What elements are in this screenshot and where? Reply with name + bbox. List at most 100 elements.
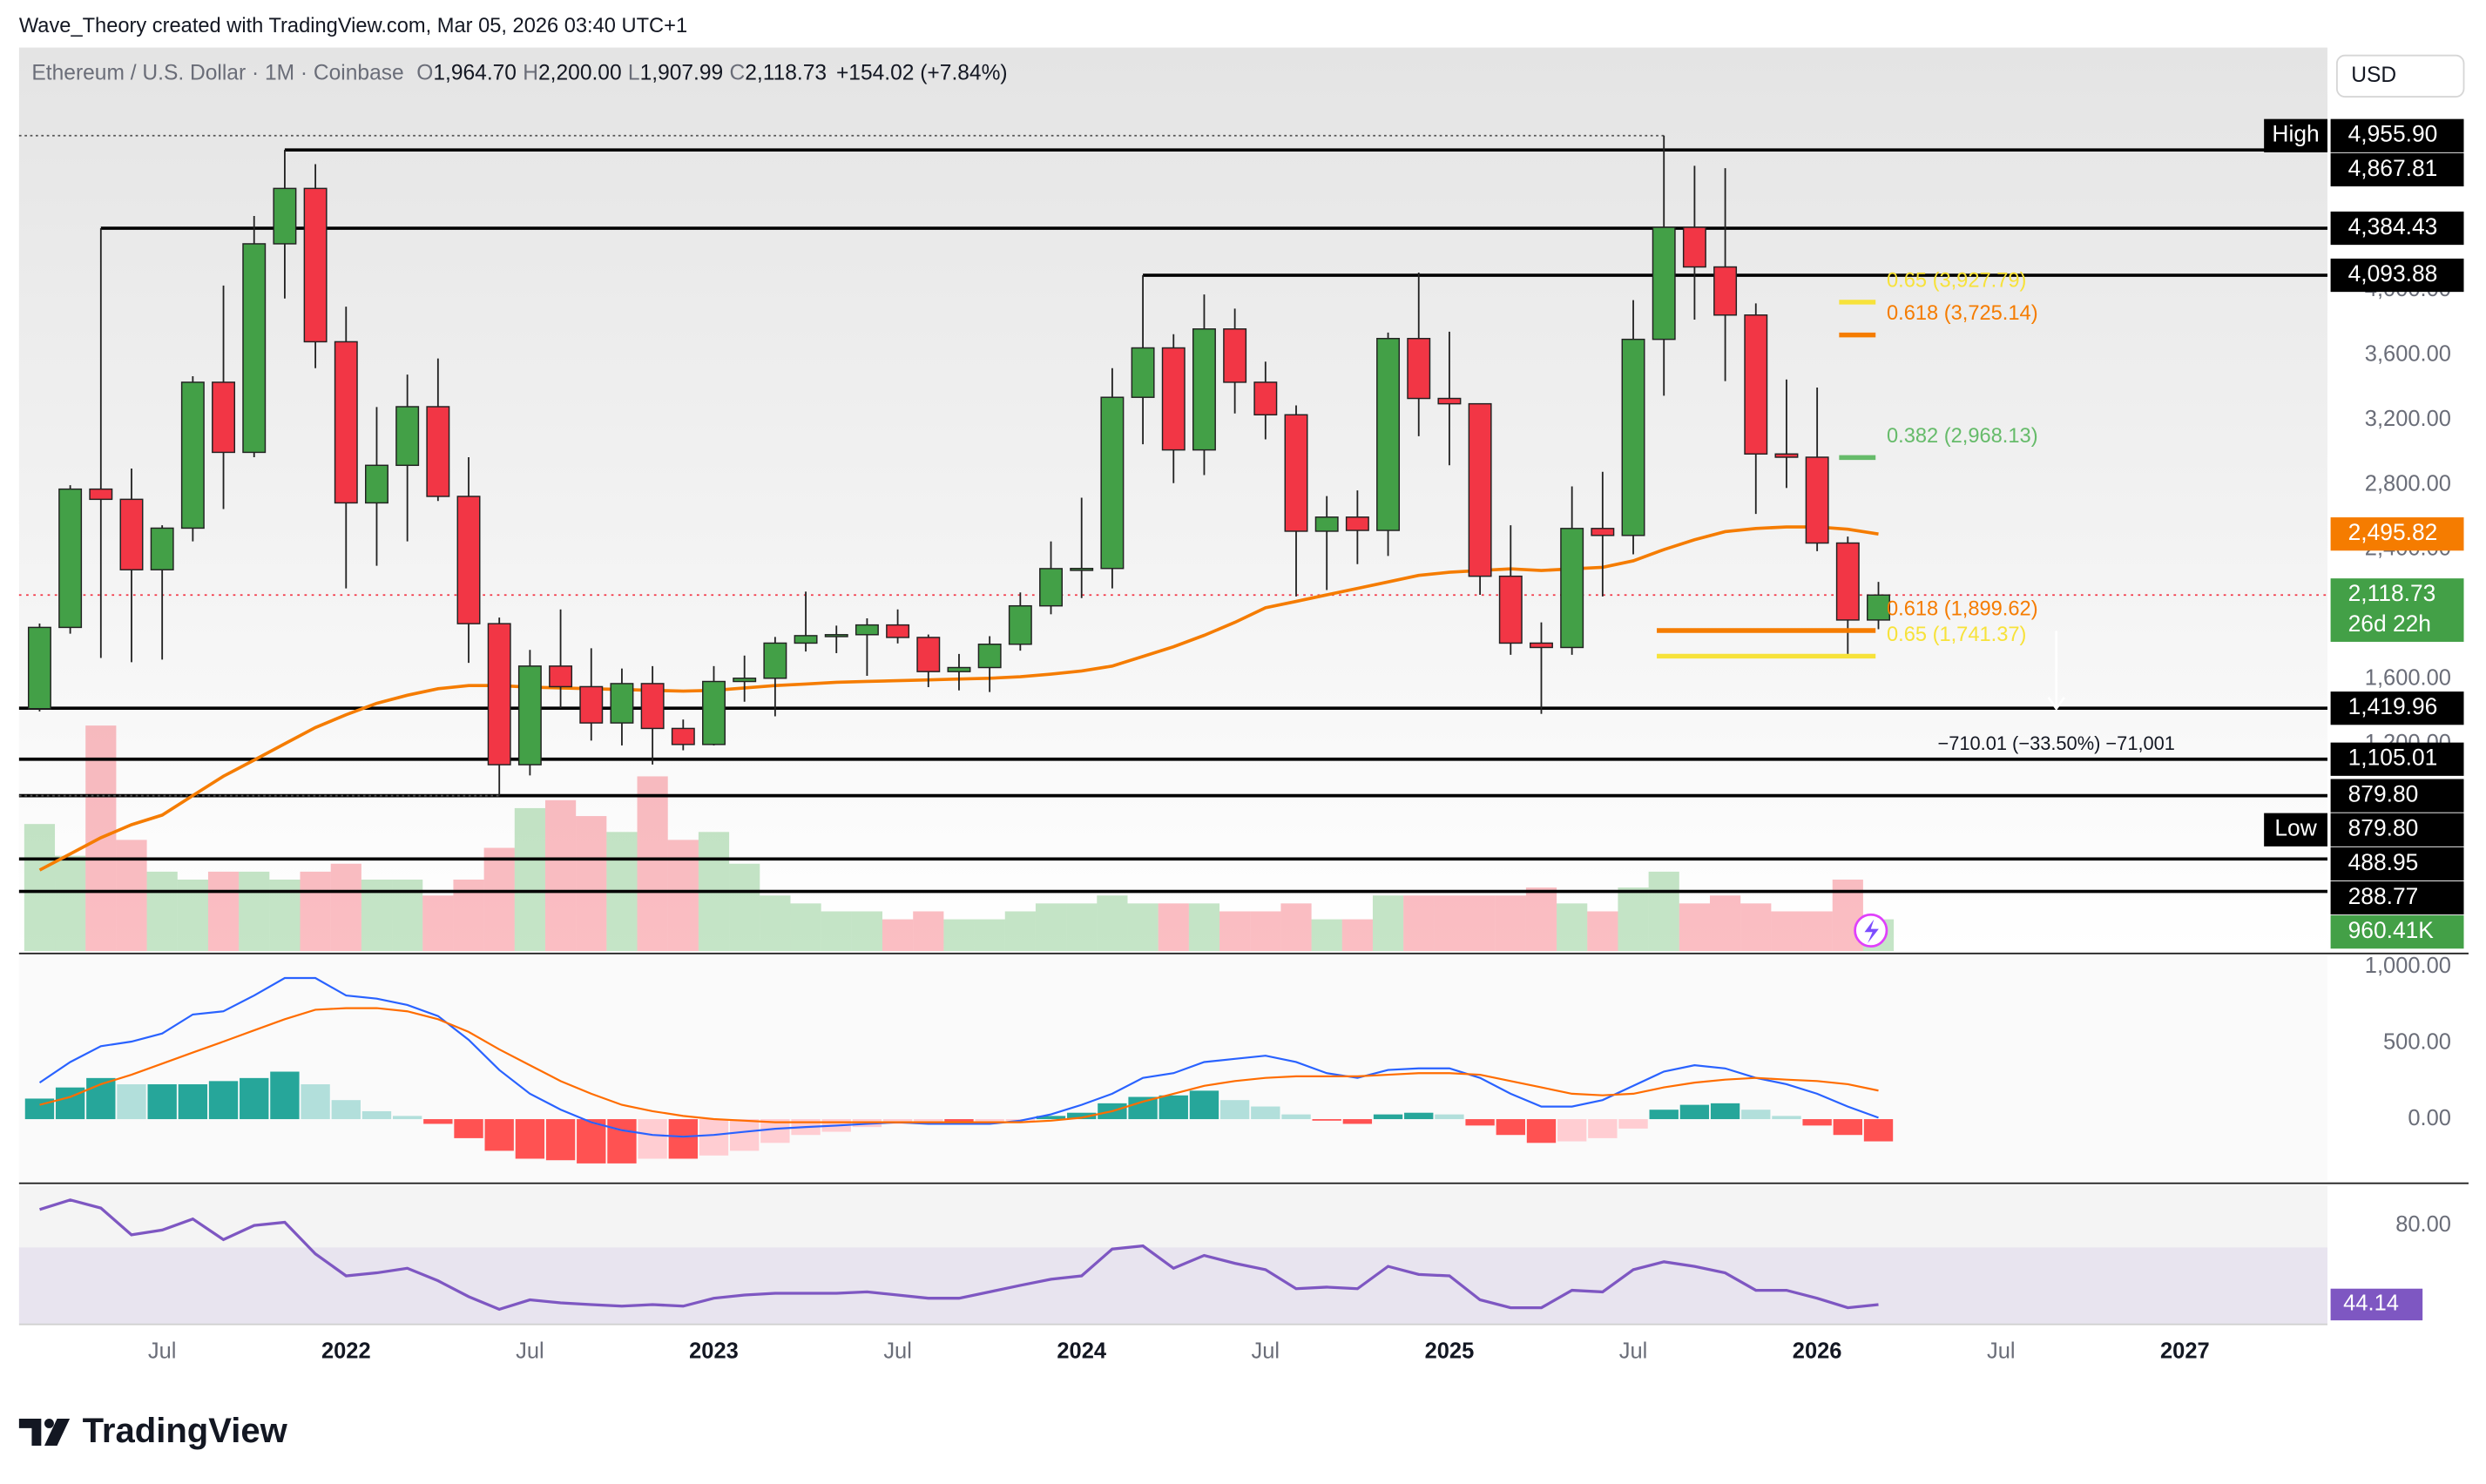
- x-tick-label: Jul: [1252, 1339, 1280, 1363]
- volume-bar: [1341, 919, 1373, 952]
- legend-item: L: [628, 62, 640, 85]
- macd-histogram: [301, 1084, 330, 1120]
- candle-body: [1805, 456, 1829, 544]
- macd-histogram: [638, 1119, 667, 1159]
- volume-bar: [1066, 903, 1098, 952]
- volume-bar: [1035, 903, 1067, 952]
- x-tick-label: 2027: [2160, 1339, 2210, 1363]
- macd-histogram: [545, 1119, 576, 1161]
- candle-body: [1376, 337, 1401, 531]
- legend-item: 1,907.99: [640, 62, 724, 85]
- candle-body: [549, 665, 573, 688]
- macd-histogram: [361, 1110, 392, 1120]
- candle-body: [212, 381, 236, 454]
- price-label-box: [2330, 691, 2464, 725]
- currency-button[interactable]: [2335, 54, 2465, 98]
- macd-histogram: [1679, 1104, 1710, 1120]
- volume-bar: [729, 863, 760, 952]
- legend: Ethereum / U.S. Dollar · 1M · Coinbase O1…: [31, 62, 1007, 85]
- volume-bar: [1434, 895, 1465, 952]
- macd-histogram: [1863, 1119, 1894, 1142]
- volume-bar: [882, 919, 914, 952]
- candle-body: [1835, 542, 1860, 621]
- volume-bar: [330, 863, 361, 952]
- macd-histogram: [1404, 1112, 1434, 1120]
- candle-body: [395, 406, 420, 467]
- tag-label: Low: [2274, 815, 2317, 841]
- volume-bar: [821, 911, 852, 952]
- candle-body: [1621, 338, 1645, 536]
- macd-histogram: [1251, 1106, 1280, 1120]
- candle-body: [1161, 347, 1186, 451]
- y-tick-label: 0.00: [2408, 1106, 2451, 1130]
- candle-body: [1713, 266, 1738, 316]
- candle-body: [517, 665, 542, 766]
- volume-bar: [943, 919, 975, 952]
- volume-bar: [1740, 903, 1772, 952]
- macd-histogram: [1557, 1119, 1587, 1142]
- price-label-box: [2330, 211, 2464, 246]
- volume-bar: [637, 776, 668, 952]
- macd-histogram: [147, 1084, 177, 1120]
- price-label: 288.77: [2348, 883, 2419, 909]
- candle-body: [1744, 314, 1768, 455]
- price-pane: [18, 47, 2327, 952]
- volume-bar: [1372, 895, 1404, 952]
- volume-bar: [1097, 895, 1128, 952]
- macd-histogram: [117, 1084, 146, 1120]
- macd-histogram: [1588, 1119, 1618, 1138]
- price-label-box: [2330, 118, 2464, 152]
- macd-histogram: [1772, 1116, 1801, 1120]
- candle-body: [916, 637, 941, 672]
- candle-body: [640, 683, 665, 730]
- macd-histogram: [1342, 1119, 1373, 1124]
- candle-body: [1100, 396, 1125, 570]
- candle-body: [58, 488, 83, 629]
- macd-histogram: [1189, 1090, 1219, 1120]
- candle-body: [150, 527, 174, 570]
- legend-item: O: [416, 62, 433, 85]
- macd-histogram: [914, 1119, 943, 1123]
- brand: TradingView: [83, 1412, 288, 1450]
- header: Wave_Theory created with TradingView.com…: [19, 15, 687, 37]
- price-label: 960.41K: [2348, 917, 2435, 943]
- candle-body: [119, 498, 144, 570]
- price-label-box: [2330, 578, 2464, 642]
- fib-label: 0.618 (3,725.14): [1887, 302, 2038, 325]
- rsi-pane: [18, 1185, 2327, 1324]
- volume-bar: [1004, 911, 1036, 952]
- fib-label: 0.65 (1,741.37): [1887, 624, 2026, 646]
- price-label: 488.95: [2348, 849, 2419, 875]
- macd-histogram: [1496, 1119, 1525, 1136]
- volume-bar: [24, 824, 56, 952]
- fib-label: 0.618 (1,899.62): [1887, 598, 2038, 621]
- volume-bar: [1618, 887, 1649, 952]
- currency[interactable]: USD: [2351, 64, 2396, 87]
- x-tick-label: Jul: [1987, 1339, 2016, 1363]
- price-label-box: [2330, 517, 2464, 551]
- x-tick-label: Jul: [148, 1339, 177, 1363]
- macd-histogram: [1312, 1119, 1341, 1121]
- logo-mark: [18, 1419, 42, 1446]
- macd-histogram: [1219, 1100, 1250, 1120]
- candle-body: [27, 626, 51, 710]
- macd-histogram: [1435, 1114, 1464, 1120]
- volume-bar: [514, 807, 545, 952]
- macd-histogram: [1159, 1095, 1188, 1120]
- candle-body: [1652, 226, 1676, 341]
- macd-histogram: [577, 1119, 606, 1164]
- volume-bar: [1679, 903, 1710, 952]
- candle-body: [794, 635, 818, 644]
- macd-histogram: [423, 1119, 453, 1124]
- macd-histogram: [515, 1119, 545, 1159]
- candle-body: [1284, 414, 1308, 532]
- macd-histogram: [1128, 1096, 1158, 1120]
- macd-histogram: [1281, 1114, 1311, 1120]
- volume-bar: [55, 855, 86, 952]
- volume-bar: [851, 911, 883, 952]
- logo-mark: [44, 1419, 71, 1446]
- rsi-line: [39, 1198, 1879, 1312]
- price-label-box: [2330, 152, 2464, 187]
- macd-histogram: [1833, 1119, 1863, 1136]
